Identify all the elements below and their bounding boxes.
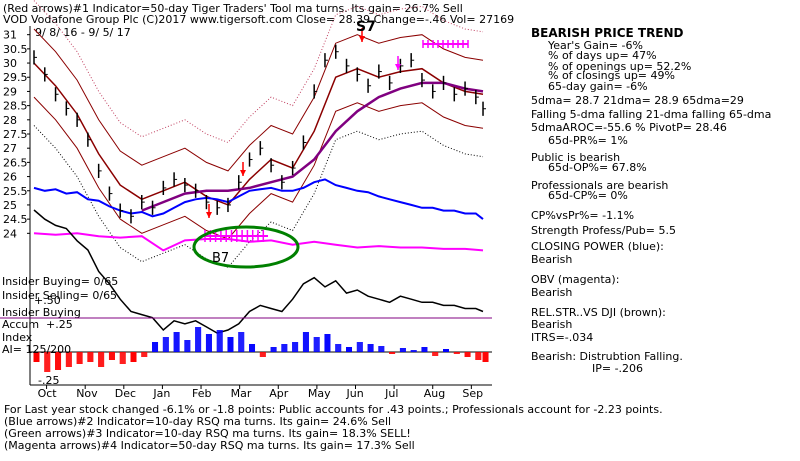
right-panel-line: IP= -.206 [592, 362, 643, 375]
date-range: 9/ 8/ 16 - 9/ 5/ 17 [35, 26, 131, 39]
right-panel-line: 65d-OP%= 67.8% [548, 161, 647, 174]
x-tick-label: Aug [424, 387, 445, 400]
right-panel-line: Public is bearish [531, 151, 620, 164]
right-panel-line: Year's Gain= -6% [547, 39, 643, 52]
rel-strength-line [33, 209, 484, 334]
header-line-2: VOD Vodafone Group Plc (C)2017 www.tiger… [3, 13, 514, 26]
right-panel-line: ITRS=-.034 [531, 331, 593, 344]
right-panel-line: Bearish [531, 318, 572, 331]
x-tick-label: Jun [345, 387, 363, 400]
x-tick-label: Dec [115, 387, 136, 400]
right-panel-title: BEARISH PRICE TREND [531, 26, 684, 40]
right-panel-line: CP%vsPr%= -1.1% [531, 209, 634, 222]
closing-power-line [33, 178, 484, 220]
lower-band [33, 96, 484, 240]
upper-band [33, 28, 484, 172]
right-panel-line: 65d-CP%= 0% [548, 189, 628, 202]
red-sell-arrow [359, 36, 365, 42]
right-panel-line: Bearish [531, 253, 572, 266]
ma-65-line [141, 81, 484, 212]
right-panel-line: 65-day gain= -6% [548, 80, 648, 93]
outer-lower-band [33, 125, 484, 268]
x-tick-label: Mar [231, 387, 252, 400]
y-tick-label: 26.5 [3, 156, 28, 169]
s7-label: S7 [356, 19, 376, 35]
magenta-sell-arrow [395, 64, 401, 70]
x-tick-label: Jan [152, 387, 170, 400]
right-panel-line: OBV (magenta): [531, 273, 619, 286]
right-panel-line: Falling 5-dma falling 21-dma falling 65-… [531, 108, 771, 121]
y-tick-label: 25.5 [3, 185, 28, 198]
x-tick-label: Nov [76, 387, 98, 400]
b7-label: B7 [212, 251, 229, 266]
insider-buying-count: Insider Buying= 0/65 [2, 275, 118, 288]
ai-minus-25: -.25 [38, 374, 59, 387]
x-tick-label: May [308, 387, 331, 400]
footer-line-2: (Blue arrows)#2 Indicator=10-day RSQ ma … [4, 415, 391, 428]
accum-label: Accum [2, 318, 39, 331]
x-tick-label: Feb [192, 387, 211, 400]
header-line-1: (Red arrows)#1 Indicator=50-day Tiger Tr… [3, 2, 463, 15]
right-panel-line: Bearish [531, 286, 572, 299]
ai-value: AI= 125/200 [2, 343, 71, 356]
ai-plus-50: +.50 [34, 294, 61, 307]
right-panel-line: % of closings up= 49% [548, 69, 675, 82]
index-label: Index [2, 331, 33, 344]
y-tick-label: 30 [3, 57, 17, 70]
series-layer [29, 26, 492, 386]
x-axis: Oct Nov Dec Jan Feb Mar Apr May Jun Jul Aug Sep [38, 385, 483, 400]
right-panel-line: Bearish: Distrubtion Falling. [531, 350, 683, 363]
y-tick-label: 31 [3, 29, 17, 42]
x-tick-label: Oct [38, 387, 58, 400]
obv-line [33, 232, 484, 252]
signal-arrows [204, 28, 469, 242]
outer-upper-band [33, 0, 484, 144]
insider-selling-count: Insider Selling= 0/65 [2, 289, 117, 302]
red-sell-arrow [206, 212, 212, 218]
y-tick-label: 27.5 [3, 128, 28, 141]
accumulation-index-panel [30, 327, 492, 372]
y-tick-label: 28.5 [3, 100, 28, 113]
green-circle [192, 225, 300, 269]
y-tick-label: 26 [3, 171, 17, 184]
x-tick-label: Apr [269, 387, 289, 400]
red-sell-arrow [240, 170, 246, 176]
x-tick-label: Jul [384, 387, 398, 400]
right-panel-line: CLOSING POWER (blue): [531, 240, 664, 253]
right-panel-line: % of openings up= 52.2% [548, 60, 691, 73]
right-panel-line: 5dmaAROC=-55.6 % PivotP= 28.46 [531, 121, 727, 134]
footer-line-3: (Green arrows)#3 Indicator=10-day RSQ ma… [4, 427, 411, 440]
footer-line-1: For Last year stock changed -6.1% or -1.… [4, 403, 663, 416]
insider-buying-label: Insider Buying [2, 306, 81, 319]
ai-plus-25: +.25 [46, 318, 73, 331]
y-tick-label: 29.5 [3, 71, 28, 84]
right-panel-line: 5dma= 28.7 21dma= 28.9 65dma=29 [531, 94, 744, 107]
y-tick-label: 28 [3, 114, 17, 127]
y-tick-label: 27 [3, 142, 17, 155]
y-tick-label: 29 [3, 85, 17, 98]
y-tick-label: 25 [3, 199, 17, 212]
price-bands [33, 0, 484, 268]
footer-line-4: (Magenta arrows)#4 Indicator=50-day RSQ … [4, 439, 415, 452]
right-panel-line: REL.STR..VS DJI (brown): [531, 306, 666, 319]
ma-21-line [33, 62, 484, 206]
y-tick-label: 30.5 [3, 43, 28, 56]
right-panel-line: 65d-PR%= 1% [548, 134, 628, 147]
y-tick-label: 24 [3, 227, 17, 240]
right-panel-line: Strength Profess/Pub= 5.5 [531, 224, 676, 237]
right-panel-line: Professionals are bearish [531, 179, 668, 192]
right-panel-line: % of days up= 47% [548, 49, 657, 62]
y-tick-label: 24.5 [3, 213, 28, 226]
x-tick-label: Sep [462, 387, 483, 400]
